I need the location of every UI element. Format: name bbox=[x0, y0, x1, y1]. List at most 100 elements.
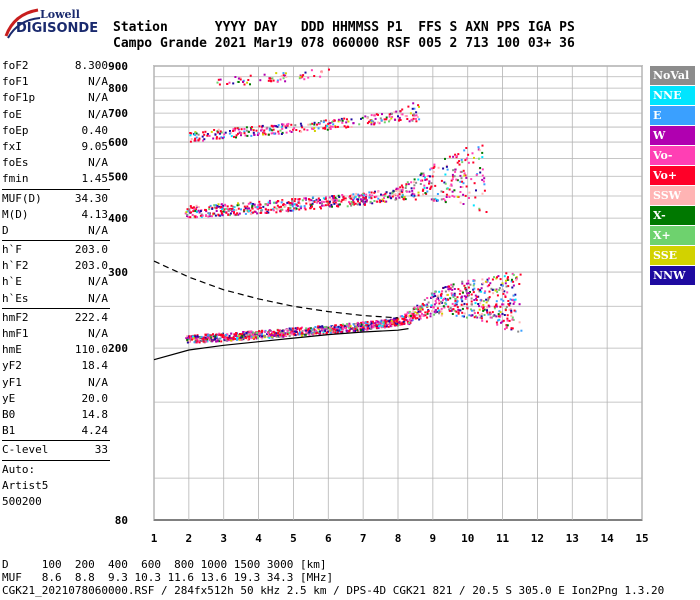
echo-point bbox=[501, 312, 504, 315]
echo-point bbox=[282, 334, 285, 336]
echo-point bbox=[409, 315, 412, 317]
echo-point bbox=[249, 209, 252, 212]
echo-point bbox=[277, 132, 280, 135]
echo-point bbox=[190, 132, 193, 135]
param-key: foF1 bbox=[2, 75, 29, 89]
echo-point bbox=[497, 313, 500, 316]
echo-point bbox=[223, 136, 225, 139]
echo-point bbox=[230, 204, 233, 207]
echo-point bbox=[396, 318, 399, 320]
echo-point bbox=[511, 316, 514, 319]
echo-point bbox=[306, 332, 309, 335]
echo-point bbox=[217, 128, 220, 131]
echo-point bbox=[510, 314, 513, 317]
echo-point bbox=[227, 213, 230, 216]
echo-point bbox=[451, 288, 454, 291]
echo-point bbox=[346, 118, 348, 121]
echo-point bbox=[258, 335, 261, 338]
echo-point bbox=[383, 326, 386, 329]
echo-point bbox=[295, 203, 298, 206]
echo-point bbox=[448, 289, 451, 292]
echo-point bbox=[383, 325, 386, 328]
echo-point bbox=[422, 172, 425, 175]
param-key: h`F2 bbox=[2, 259, 29, 273]
echo-point bbox=[325, 325, 328, 328]
echo-point bbox=[262, 132, 265, 134]
echo-point bbox=[448, 309, 451, 312]
echo-point bbox=[196, 216, 198, 219]
echo-point bbox=[272, 209, 275, 212]
echo-point bbox=[510, 280, 513, 283]
echo-point bbox=[241, 332, 244, 335]
echo-point bbox=[304, 333, 307, 336]
echo-point bbox=[397, 115, 399, 118]
echo-point bbox=[254, 206, 257, 209]
param-row: h`E N/A bbox=[2, 274, 110, 290]
echo-point bbox=[504, 296, 507, 298]
echo-point bbox=[230, 135, 233, 138]
echo-point bbox=[499, 314, 502, 317]
echo-point bbox=[356, 203, 359, 206]
echo-point bbox=[216, 81, 219, 84]
echo-point bbox=[405, 319, 408, 322]
echo-point bbox=[401, 186, 404, 189]
echo-point bbox=[320, 120, 323, 123]
echo-point bbox=[504, 309, 507, 312]
echo-point bbox=[454, 170, 457, 173]
echo-point bbox=[287, 207, 290, 210]
echo-point bbox=[332, 196, 334, 199]
echo-point bbox=[512, 302, 515, 305]
echo-point bbox=[412, 102, 415, 105]
echo-point bbox=[462, 203, 465, 205]
echo-point bbox=[364, 196, 367, 199]
echo-point bbox=[405, 183, 408, 186]
echo-point bbox=[489, 282, 492, 285]
echo-point bbox=[270, 208, 273, 211]
param-row: h`F2 203.0 bbox=[2, 258, 110, 274]
echo-point bbox=[252, 334, 255, 337]
echo-point bbox=[472, 280, 475, 282]
footer-muf-row: MUF 8.6 8.8 9.3 10.3 11.6 13.6 19.3 34.3… bbox=[2, 571, 334, 584]
echo-point bbox=[363, 328, 366, 330]
param-value: 110.0 bbox=[74, 343, 108, 357]
echo-point bbox=[211, 340, 214, 343]
echo-point bbox=[208, 215, 211, 218]
echo-point bbox=[268, 336, 271, 339]
echo-point bbox=[331, 120, 334, 123]
echo-point bbox=[329, 331, 332, 334]
echo-point bbox=[481, 151, 484, 154]
echo-point bbox=[453, 294, 456, 297]
echo-point bbox=[451, 173, 454, 176]
echo-point bbox=[496, 294, 499, 297]
echo-point bbox=[332, 201, 335, 204]
echo-point bbox=[193, 341, 196, 344]
echo-point bbox=[481, 174, 484, 177]
y-tick-label: 900 bbox=[108, 60, 128, 73]
echo-point bbox=[459, 186, 462, 188]
echo-point bbox=[186, 208, 189, 211]
echo-point bbox=[291, 327, 294, 330]
echo-point bbox=[381, 113, 383, 116]
echo-point bbox=[478, 305, 480, 308]
echo-point bbox=[512, 280, 515, 283]
echo-point bbox=[301, 75, 304, 78]
echo-point bbox=[334, 331, 337, 334]
echo-point bbox=[366, 322, 369, 325]
echo-point bbox=[406, 320, 409, 323]
echo-point bbox=[483, 291, 486, 294]
echo-point bbox=[421, 308, 424, 311]
echo-point bbox=[298, 77, 301, 80]
param-value: N/A bbox=[88, 156, 108, 170]
echo-point bbox=[483, 308, 486, 311]
x-tick-label: 12 bbox=[531, 532, 544, 545]
echo-point bbox=[320, 200, 323, 203]
echo-point bbox=[435, 298, 438, 301]
echo-point bbox=[296, 326, 299, 329]
echo-point bbox=[482, 180, 485, 183]
echo-point bbox=[402, 316, 405, 318]
echo-point bbox=[296, 205, 299, 207]
echo-point bbox=[489, 313, 491, 316]
echo-point bbox=[394, 193, 397, 196]
echo-point bbox=[503, 314, 506, 316]
echo-point bbox=[284, 335, 286, 337]
